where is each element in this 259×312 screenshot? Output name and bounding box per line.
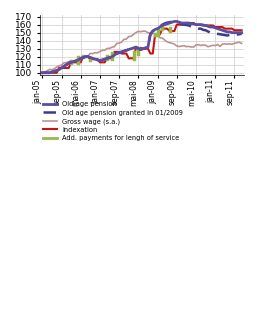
Legend: Old-age pension, Old age pension granted in 01/2009, Gross wage (s.a.), Indexati: Old-age pension, Old age pension granted… — [43, 101, 183, 141]
